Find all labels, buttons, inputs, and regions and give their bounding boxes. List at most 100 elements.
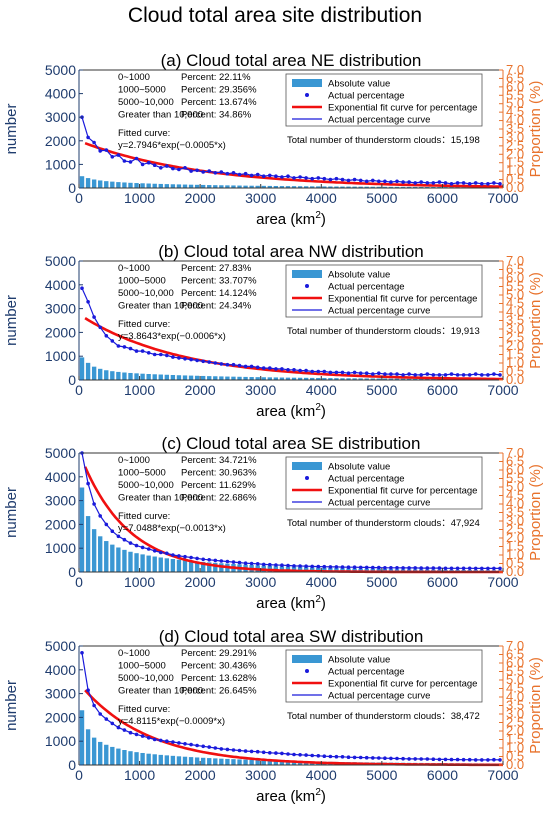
percentage-point: [98, 149, 102, 153]
percentage-point: [189, 169, 193, 173]
bar: [297, 186, 303, 188]
percentage-point: [364, 755, 369, 760]
percentage-point: [116, 534, 121, 539]
actual-percentage-curve: [81, 652, 501, 761]
bar: [213, 376, 218, 380]
percentage-point: [274, 751, 278, 755]
percentage-point: [352, 565, 357, 569]
percentage-point: [480, 758, 484, 762]
bar: [146, 183, 151, 188]
percentage-point: [449, 566, 454, 571]
y-axis-label: number: [3, 295, 20, 346]
percentage-point: [152, 352, 157, 357]
bar: [164, 558, 170, 572]
percentage-point: [425, 181, 430, 185]
percentage-point: [473, 181, 478, 185]
percentage-point: [413, 757, 418, 761]
percentage-point: [104, 522, 109, 527]
bar: [370, 568, 375, 572]
bar: [116, 748, 121, 765]
bar: [255, 760, 260, 765]
y2-tick-label: 3.5: [506, 505, 524, 520]
percentage-point: [171, 553, 175, 557]
percentage-point: [243, 364, 248, 369]
percentage-point: [480, 373, 484, 377]
percentage-point: [159, 550, 163, 555]
bar: [182, 756, 188, 765]
y-tick-label: 3000: [45, 109, 76, 125]
percentage-point: [334, 370, 339, 375]
percentage-point: [207, 360, 211, 364]
bar: [98, 536, 103, 572]
percentage-point: [358, 755, 363, 760]
bar: [134, 373, 139, 380]
bar: [310, 567, 315, 572]
bar: [261, 185, 266, 188]
bar: [194, 375, 200, 380]
y-tick-label: 0: [68, 757, 76, 773]
bar: [98, 180, 103, 188]
percentage-point: [286, 563, 290, 568]
percentage-point: [243, 171, 248, 176]
percentage-point: [201, 170, 205, 174]
bar: [98, 368, 103, 380]
percentage-point: [225, 747, 230, 752]
stats-percent: Percent: 13.674%: [181, 97, 257, 108]
percentage-point: [98, 712, 102, 716]
percentage-point: [243, 561, 248, 565]
y-tick-label: 5000: [45, 253, 76, 269]
percentage-point: [92, 315, 96, 319]
bar: [219, 185, 224, 188]
percentage-point: [304, 368, 308, 373]
bar: [328, 378, 333, 380]
bar: [431, 378, 436, 380]
bar: [91, 366, 97, 380]
chart-panel-a: (a) Cloud total area NE distribution 0 100…: [3, 51, 544, 228]
bar: [388, 378, 394, 380]
percentage-point: [364, 565, 369, 570]
percentage-point: [255, 562, 260, 566]
bar: [140, 373, 145, 380]
stats-percent: Percent: 29.356%: [181, 85, 257, 96]
percentage-point: [219, 747, 224, 751]
percentage-point: [401, 566, 405, 570]
percentage-point: [110, 529, 115, 533]
y2-tick-label: 5.0: [506, 479, 524, 494]
y2-tick-label: 6.5: [506, 70, 524, 85]
percentage-point: [425, 757, 430, 761]
stats-range: 0~1000: [118, 72, 150, 83]
stats-range: Greater than 10,000: [118, 301, 203, 312]
percentage-point: [352, 370, 357, 375]
y2-tick-label: 3.5: [506, 121, 524, 136]
percentage-point: [110, 339, 115, 343]
percentage-point: [334, 754, 339, 759]
x-tick-label: 1000: [124, 190, 155, 206]
legend-label: Exponential fit curve for percentage: [328, 294, 477, 305]
bar: [394, 378, 400, 380]
bar: [322, 378, 327, 380]
percentage-point: [322, 176, 327, 181]
y2-tick-label: 6.5: [506, 647, 524, 662]
bar: [200, 375, 206, 380]
percentage-point: [165, 164, 169, 168]
x-tick-label: 7000: [487, 190, 518, 206]
x-tick-label: 7000: [487, 382, 518, 398]
legend-swatch-point: [305, 476, 309, 480]
bar: [261, 760, 266, 765]
percentage-point: [171, 740, 175, 744]
percentage-point: [146, 160, 151, 165]
percentage-point: [486, 182, 490, 186]
bar: [91, 737, 97, 765]
bar: [425, 378, 430, 380]
y2-axis-label: Proportion (%): [527, 464, 544, 561]
bar: [219, 758, 224, 765]
percentage-point: [225, 171, 230, 176]
percentage-point: [268, 366, 272, 370]
y2-tick-label: 1.5: [506, 732, 524, 747]
percentage-point: [455, 757, 460, 762]
bar: [164, 755, 170, 765]
bar: [176, 375, 182, 380]
bar: [134, 752, 139, 765]
bar: [285, 377, 291, 380]
percentage-point: [298, 368, 302, 373]
